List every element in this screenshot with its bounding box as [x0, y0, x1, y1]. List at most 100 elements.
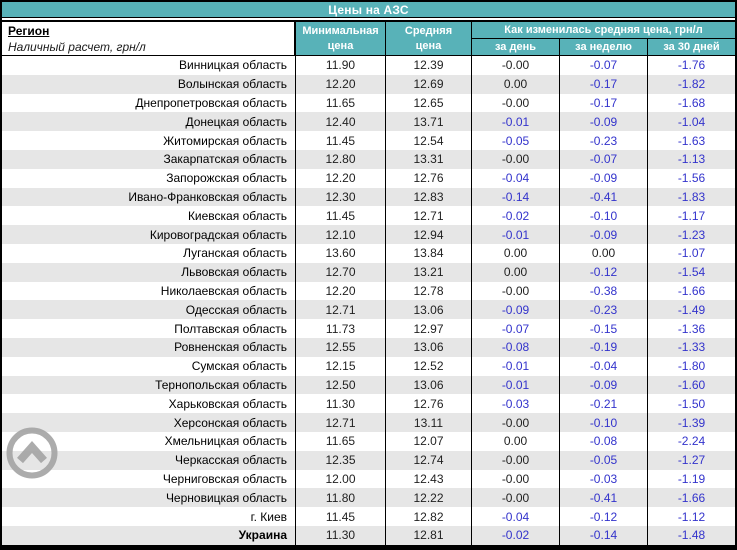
week-change-cell: -0.09: [560, 225, 648, 244]
avg-price-cell: 13.71: [386, 112, 472, 132]
month-change-cell: -1.50: [677, 396, 706, 411]
day-change-cell: -0.00: [472, 281, 560, 301]
avg-price-cell: 12.76: [386, 394, 472, 414]
table-title: Цены на АЗС: [328, 2, 409, 17]
region-cell: Сумская область: [2, 356, 296, 376]
avg-price-cell: 12.07: [386, 431, 472, 451]
month-change-cell: -1.76: [677, 58, 706, 73]
avg-price-cell: 12.94: [386, 225, 472, 244]
day-change-cell: -0.00: [472, 56, 560, 75]
avg-price-cell: 12.65: [386, 93, 472, 113]
week-change-cell: -0.12: [560, 507, 648, 526]
table-row: Запорожская область 12.20 12.76 -0.04 -0…: [2, 168, 735, 188]
avg-price-cell: 13.11: [386, 413, 472, 432]
avg-price-cell: 12.43: [386, 469, 472, 489]
day-change-cell: -0.00: [472, 93, 560, 113]
avg-price-cell: 13.84: [386, 243, 472, 263]
table-row: Волынская область 12.20 12.69 0.00 -0.17…: [2, 74, 735, 94]
week-change-cell: -0.41: [560, 488, 648, 508]
month-change-cell: -1.68: [677, 95, 706, 110]
price-change-header-group: Как изменилась средняя цена, грн/л за де…: [472, 22, 735, 55]
week-change-cell: 0.00: [560, 243, 648, 263]
week-change-cell: -0.14: [560, 525, 648, 545]
day-change-cell: 0.00: [472, 262, 560, 282]
week-change-cell: -0.15: [560, 319, 648, 338]
table-row: Винницкая область 11.90 12.39 -0.00 -0.0…: [2, 56, 735, 75]
region-cell: Винницкая область: [2, 56, 296, 75]
min-price-cell: 11.30: [296, 394, 386, 414]
avg-price-cell: 13.06: [386, 375, 472, 395]
region-cell: Львовская область: [2, 262, 296, 282]
month-change-cell: -1.80: [677, 359, 706, 374]
table-row: Ивано-Франковская область 12.30 12.83 -0…: [2, 187, 735, 207]
month-change-cell: -1.39: [677, 415, 706, 430]
table-row: Николаевская область 12.20 12.78 -0.00 -…: [2, 281, 735, 301]
month-change-cell: -1.12: [677, 509, 706, 524]
avg-price-cell: 12.76: [386, 168, 472, 188]
month-change-cell: -1.36: [677, 321, 706, 336]
week-change-cell: -0.04: [560, 356, 648, 376]
avg-price-cell: 12.22: [386, 488, 472, 508]
min-price-cell: 12.50: [296, 375, 386, 395]
table-rows: Винницкая область 11.90 12.39 -0.00 -0.0…: [2, 56, 735, 545]
min-price-cell: 12.20: [296, 281, 386, 301]
day-change-cell: -0.00: [472, 149, 560, 169]
week-change-cell: -0.23: [560, 131, 648, 150]
week-change-header: за неделю: [560, 39, 648, 55]
min-price-cell: 13.60: [296, 243, 386, 263]
region-cell: Одесская область: [2, 300, 296, 320]
min-price-cell: 12.00: [296, 469, 386, 489]
region-cell: Ровненская область: [2, 337, 296, 357]
avg-price-cell: 12.52: [386, 356, 472, 376]
day-change-cell: -0.14: [472, 187, 560, 207]
day-change-cell: -0.09: [472, 300, 560, 320]
min-price-cell: 11.65: [296, 431, 386, 451]
min-price-cell: 11.45: [296, 206, 386, 226]
avg-price-cell: 13.06: [386, 300, 472, 320]
region-cell: Волынская область: [2, 74, 296, 94]
price-change-group-label: Как изменилась средняя цена, грн/л: [472, 22, 735, 39]
min-price-cell: 12.20: [296, 168, 386, 188]
day-change-cell: -0.00: [472, 488, 560, 508]
week-change-cell: -0.08: [560, 431, 648, 451]
day-change-cell: -0.00: [472, 450, 560, 470]
region-cell: Полтавская область: [2, 319, 296, 338]
week-change-cell: -0.38: [560, 281, 648, 301]
region-cell: Запорожская область: [2, 168, 296, 188]
month-change-cell: -1.19: [677, 471, 706, 486]
day-change-cell: -0.02: [472, 525, 560, 545]
region-cell: г. Киев: [2, 507, 296, 526]
day-change-cell: 0.00: [472, 431, 560, 451]
week-change-cell: -0.05: [560, 450, 648, 470]
day-change-cell: -0.01: [472, 375, 560, 395]
table-row: Черниговская область 12.00 12.43 -0.00 -…: [2, 469, 735, 489]
scroll-to-top-button[interactable]: [3, 427, 61, 480]
week-change-cell: -0.21: [560, 394, 648, 414]
table-row: Сумская область 12.15 12.52 -0.01 -0.04 …: [2, 356, 735, 376]
table-row: Полтавская область 11.73 12.97 -0.07 -0.…: [2, 319, 735, 338]
day-change-cell: 0.00: [472, 243, 560, 263]
month-change-cell: -1.49: [677, 302, 706, 317]
avg-price-cell: 13.31: [386, 149, 472, 169]
day-change-cell: -0.04: [472, 507, 560, 526]
table-row: Днепропетровская область 11.65 12.65 -0.…: [2, 93, 735, 113]
month-change-header: за 30 дней: [648, 39, 735, 55]
avg-price-cell: 12.83: [386, 187, 472, 207]
table-row: Киевская область 11.45 12.71 -0.02 -0.10…: [2, 206, 735, 226]
min-price-cell: 11.90: [296, 56, 386, 75]
min-price-cell: 12.40: [296, 112, 386, 132]
week-change-cell: -0.12: [560, 262, 648, 282]
region-cell: Тернопольская область: [2, 375, 296, 395]
week-change-cell: -0.17: [560, 93, 648, 113]
month-change-cell: -1.13: [677, 152, 706, 167]
week-change-cell: -0.07: [560, 149, 648, 169]
region-cell: Днепропетровская область: [2, 93, 296, 113]
day-change-cell: -0.02: [472, 206, 560, 226]
month-change-cell: -1.60: [677, 377, 706, 392]
avg-price-cell: 12.97: [386, 319, 472, 338]
table-row: Львовская область 12.70 13.21 0.00 -0.12…: [2, 262, 735, 282]
month-change-cell: -1.27: [677, 453, 706, 468]
month-change-cell: -1.66: [677, 283, 706, 298]
min-price-cell: 11.45: [296, 131, 386, 150]
